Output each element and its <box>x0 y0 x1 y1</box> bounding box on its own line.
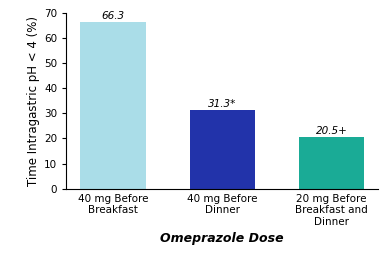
Text: 66.3: 66.3 <box>102 11 125 21</box>
X-axis label: Omeprazole Dose: Omeprazole Dose <box>161 232 284 245</box>
Bar <box>190 110 255 189</box>
Text: 20.5+: 20.5+ <box>316 126 347 136</box>
Bar <box>80 22 146 189</box>
Text: 31.3*: 31.3* <box>208 99 236 109</box>
Bar <box>299 137 364 189</box>
Y-axis label: Time Intragastric pH < 4 (%): Time Intragastric pH < 4 (%) <box>27 16 40 186</box>
